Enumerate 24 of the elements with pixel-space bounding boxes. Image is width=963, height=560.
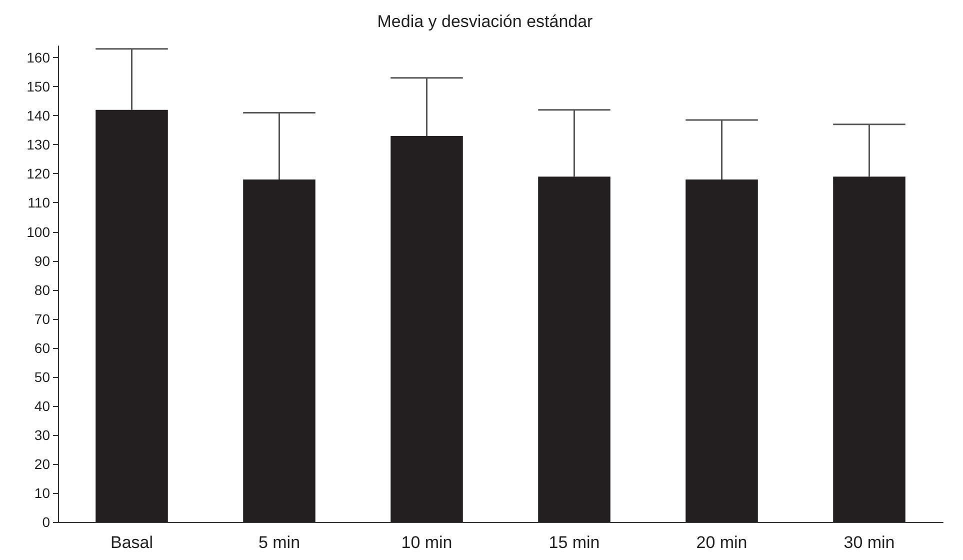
y-tick-label: 40: [34, 398, 50, 414]
x-tick-label: 15 min: [548, 533, 600, 552]
y-tick-label: 160: [26, 50, 50, 66]
y-tick-label: 100: [26, 224, 50, 240]
y-tick-label: 140: [26, 108, 50, 124]
y-tick-label: 50: [34, 368, 50, 385]
y-tick-label: 30: [34, 426, 50, 443]
chart-title: Media y desviación estándar: [377, 12, 594, 31]
x-tick-label: 5 min: [258, 533, 300, 552]
y-tick-label: 0: [42, 514, 50, 530]
x-tick-label: Basal: [110, 533, 154, 552]
y-tick-label: 60: [34, 340, 50, 356]
y-tick-label: 80: [34, 282, 50, 298]
y-tick-label: 70: [34, 310, 50, 327]
y-tick-label: 150: [26, 78, 50, 95]
x-tick-label: 10 min: [401, 533, 452, 552]
y-tick-label: 110: [28, 194, 50, 211]
y-tick-label: 90: [34, 252, 50, 269]
x-tick-label: 30 min: [844, 533, 895, 552]
x-tick-label: 20 min: [696, 533, 748, 552]
y-tick-label: 130: [26, 136, 50, 153]
y-tick-label: 10: [34, 484, 50, 501]
y-tick-label: 20: [34, 456, 50, 472]
y-tick-label: 120: [26, 166, 50, 182]
